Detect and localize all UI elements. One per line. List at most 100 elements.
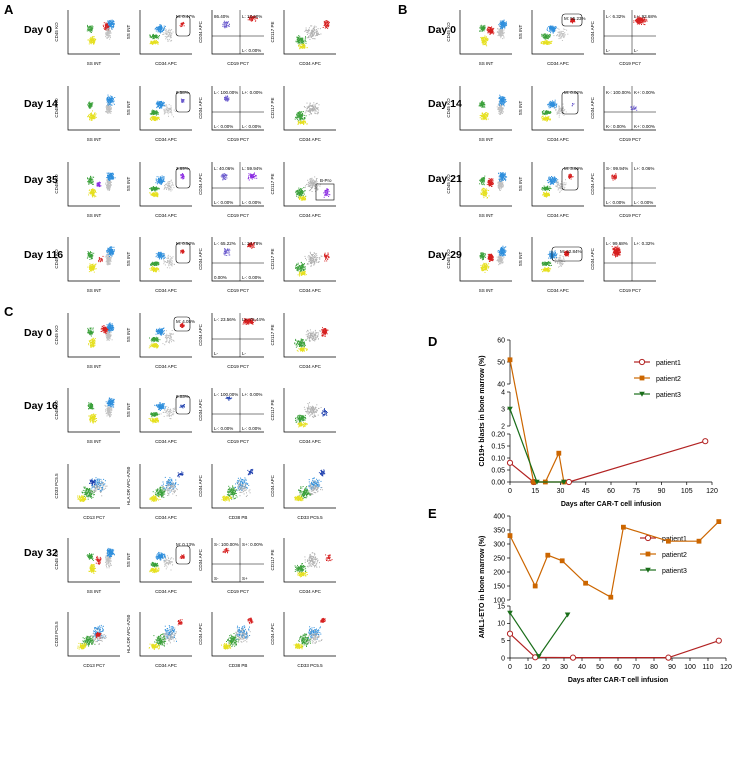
chart-d-ytick-label: 0.20 [491,431,505,438]
chart-e-point-patient2 [608,595,613,600]
c2-p2-gate [176,546,190,564]
chart-d-point-patient1 [507,460,512,465]
c2-extra-0-xlabel: CD13 PC7 [83,663,105,668]
c1-p3-quad-label-2: L-: 0.00% [214,426,233,431]
c2-p3-quad-label-1: S+: 0.00% [242,542,263,547]
chart-d-xtick-label: 90 [658,488,666,495]
c1-p3-quad-label-0: L-: 100.00% [214,392,238,397]
c1-extra-2-ylabel: CD34 APC [198,474,203,497]
c2-p2-xlabel: CD34 APC [155,589,178,594]
c2-extra-2-ylabel: CD34 APC [198,622,203,645]
chart-e-ytick-label: 15 [497,603,505,610]
b1-p3-ylabel: CD34 APC [590,96,595,119]
c1-extra-0-xlabel: CD13 PC7 [83,515,105,520]
a1-p3-quad-label-2: L-: 0.00% [214,124,233,129]
c1-extra-2: CD38 PB CD34 APC [198,464,264,520]
chart-d-legend-label-patient1: patient1 [656,360,681,367]
chart-e-point-patient1 [507,631,512,636]
chart-e-xtick-label: 10 [524,664,532,671]
b2-p3-xlabel: CD19 PC7 [619,213,641,218]
a1-p2-xlabel: CD34 APC [155,137,178,142]
a3-p3-xlabel: CD19 PC7 [227,288,249,293]
c2-extra-2-xlabel: CD38 PB [229,663,248,668]
c2-p3-ylabel: CD34 APC [198,548,203,571]
c0-p1-axes [68,313,120,357]
b1-p1-axes [460,86,512,130]
c1-p2-xlabel: CD34 APC [155,439,178,444]
b0-p3-quad-label-3: L- [634,48,639,53]
a3-p4-xlabel: CD34 APC [299,288,322,293]
c2-p2-ylabel: SS INT [126,553,131,568]
chart-e-point-patient2 [508,533,513,538]
a1-p3-ylabel: CD34 APC [198,96,203,119]
chart-e-xtick-label: 60 [614,664,622,671]
b0-p3-ylabel: CD34 APC [590,20,595,43]
b1-p1-ylabel: CD45 KO [446,98,451,118]
c2-p2: CD34 APC SS INT M: 0.13% [126,538,195,594]
c1-extra-3-ylabel: CD34 APC [270,474,275,497]
a2-p1-axes [68,162,120,206]
a3-p3-quad-label-0: L-: 65.22% [214,241,236,246]
chart-e-legend-label-patient2: patient2 [662,552,687,559]
chart-e-xtick-label: 80 [650,664,658,671]
chart-e-xtick-label: 30 [560,664,568,671]
b3-p1-axes [460,237,512,281]
c2-extra-2: CD38 PB CD34 APC [198,612,264,668]
a0-p2-ylabel: SS INT [126,25,131,40]
chart-d-line-patient2 [510,360,564,482]
b0-p2-gate-label: M: 55.23% [564,16,586,21]
b1-p3-quad-label-3: K+: 0.00% [634,124,655,129]
a1-p2-ylabel: SS INT [126,101,131,116]
chart-e-line-patient3 [510,613,568,656]
a2-p3-quad-label-0: L: 40.06% [214,166,234,171]
c2-p3-quad-label-3: S+ [242,576,248,581]
b2-p3-quad-label-2: L-: 0.00% [606,200,625,205]
chart-d-xtick-label: 120 [706,488,718,495]
chart-e-xtick-label: 110 [702,664,713,671]
chart-d-ytick-label: 0.10 [491,455,505,462]
c0-p4-xlabel: CD34 APC [299,364,322,369]
b0-p2-ylabel: SS INT [518,25,523,40]
b2-p1-ylabel: CD45 KO [446,174,451,194]
chart-e-ytick-label: 300 [493,541,505,548]
chart-d-ytick-label: 60 [497,337,505,344]
chart-e-xtick-label: 70 [632,664,640,671]
a2-p2-xlabel: CD34 APC [155,213,178,218]
c1-p1-xlabel: SS INT [87,439,102,444]
chart-e-point-patient2 [621,525,626,530]
c2-p2-gate-label: M: 0.13% [176,542,195,547]
c1-extra-3-xlabel: CD33 PC5.5 [297,515,323,520]
c1-extra-2-xlabel: CD38 PB [229,515,248,520]
chart-e-xtick-label: 50 [596,664,604,671]
a3-p3-quad-label-2: 0.00% [214,275,227,280]
a3-p1-ylabel: CD45 KO [54,249,59,269]
a2-p1-xlabel: SS INT [87,213,102,218]
a1-p3-quad-label-1: L+: 0.00% [242,90,262,95]
chart-e-ytick-label: 5 [501,638,505,645]
b2-p3-ylabel: CD34 APC [590,172,595,195]
chart-e-point-patient2 [697,539,702,544]
b0-p3-xlabel: CD19 PC7 [619,61,641,66]
c0-p1-ylabel: CD45 KO [54,325,59,345]
